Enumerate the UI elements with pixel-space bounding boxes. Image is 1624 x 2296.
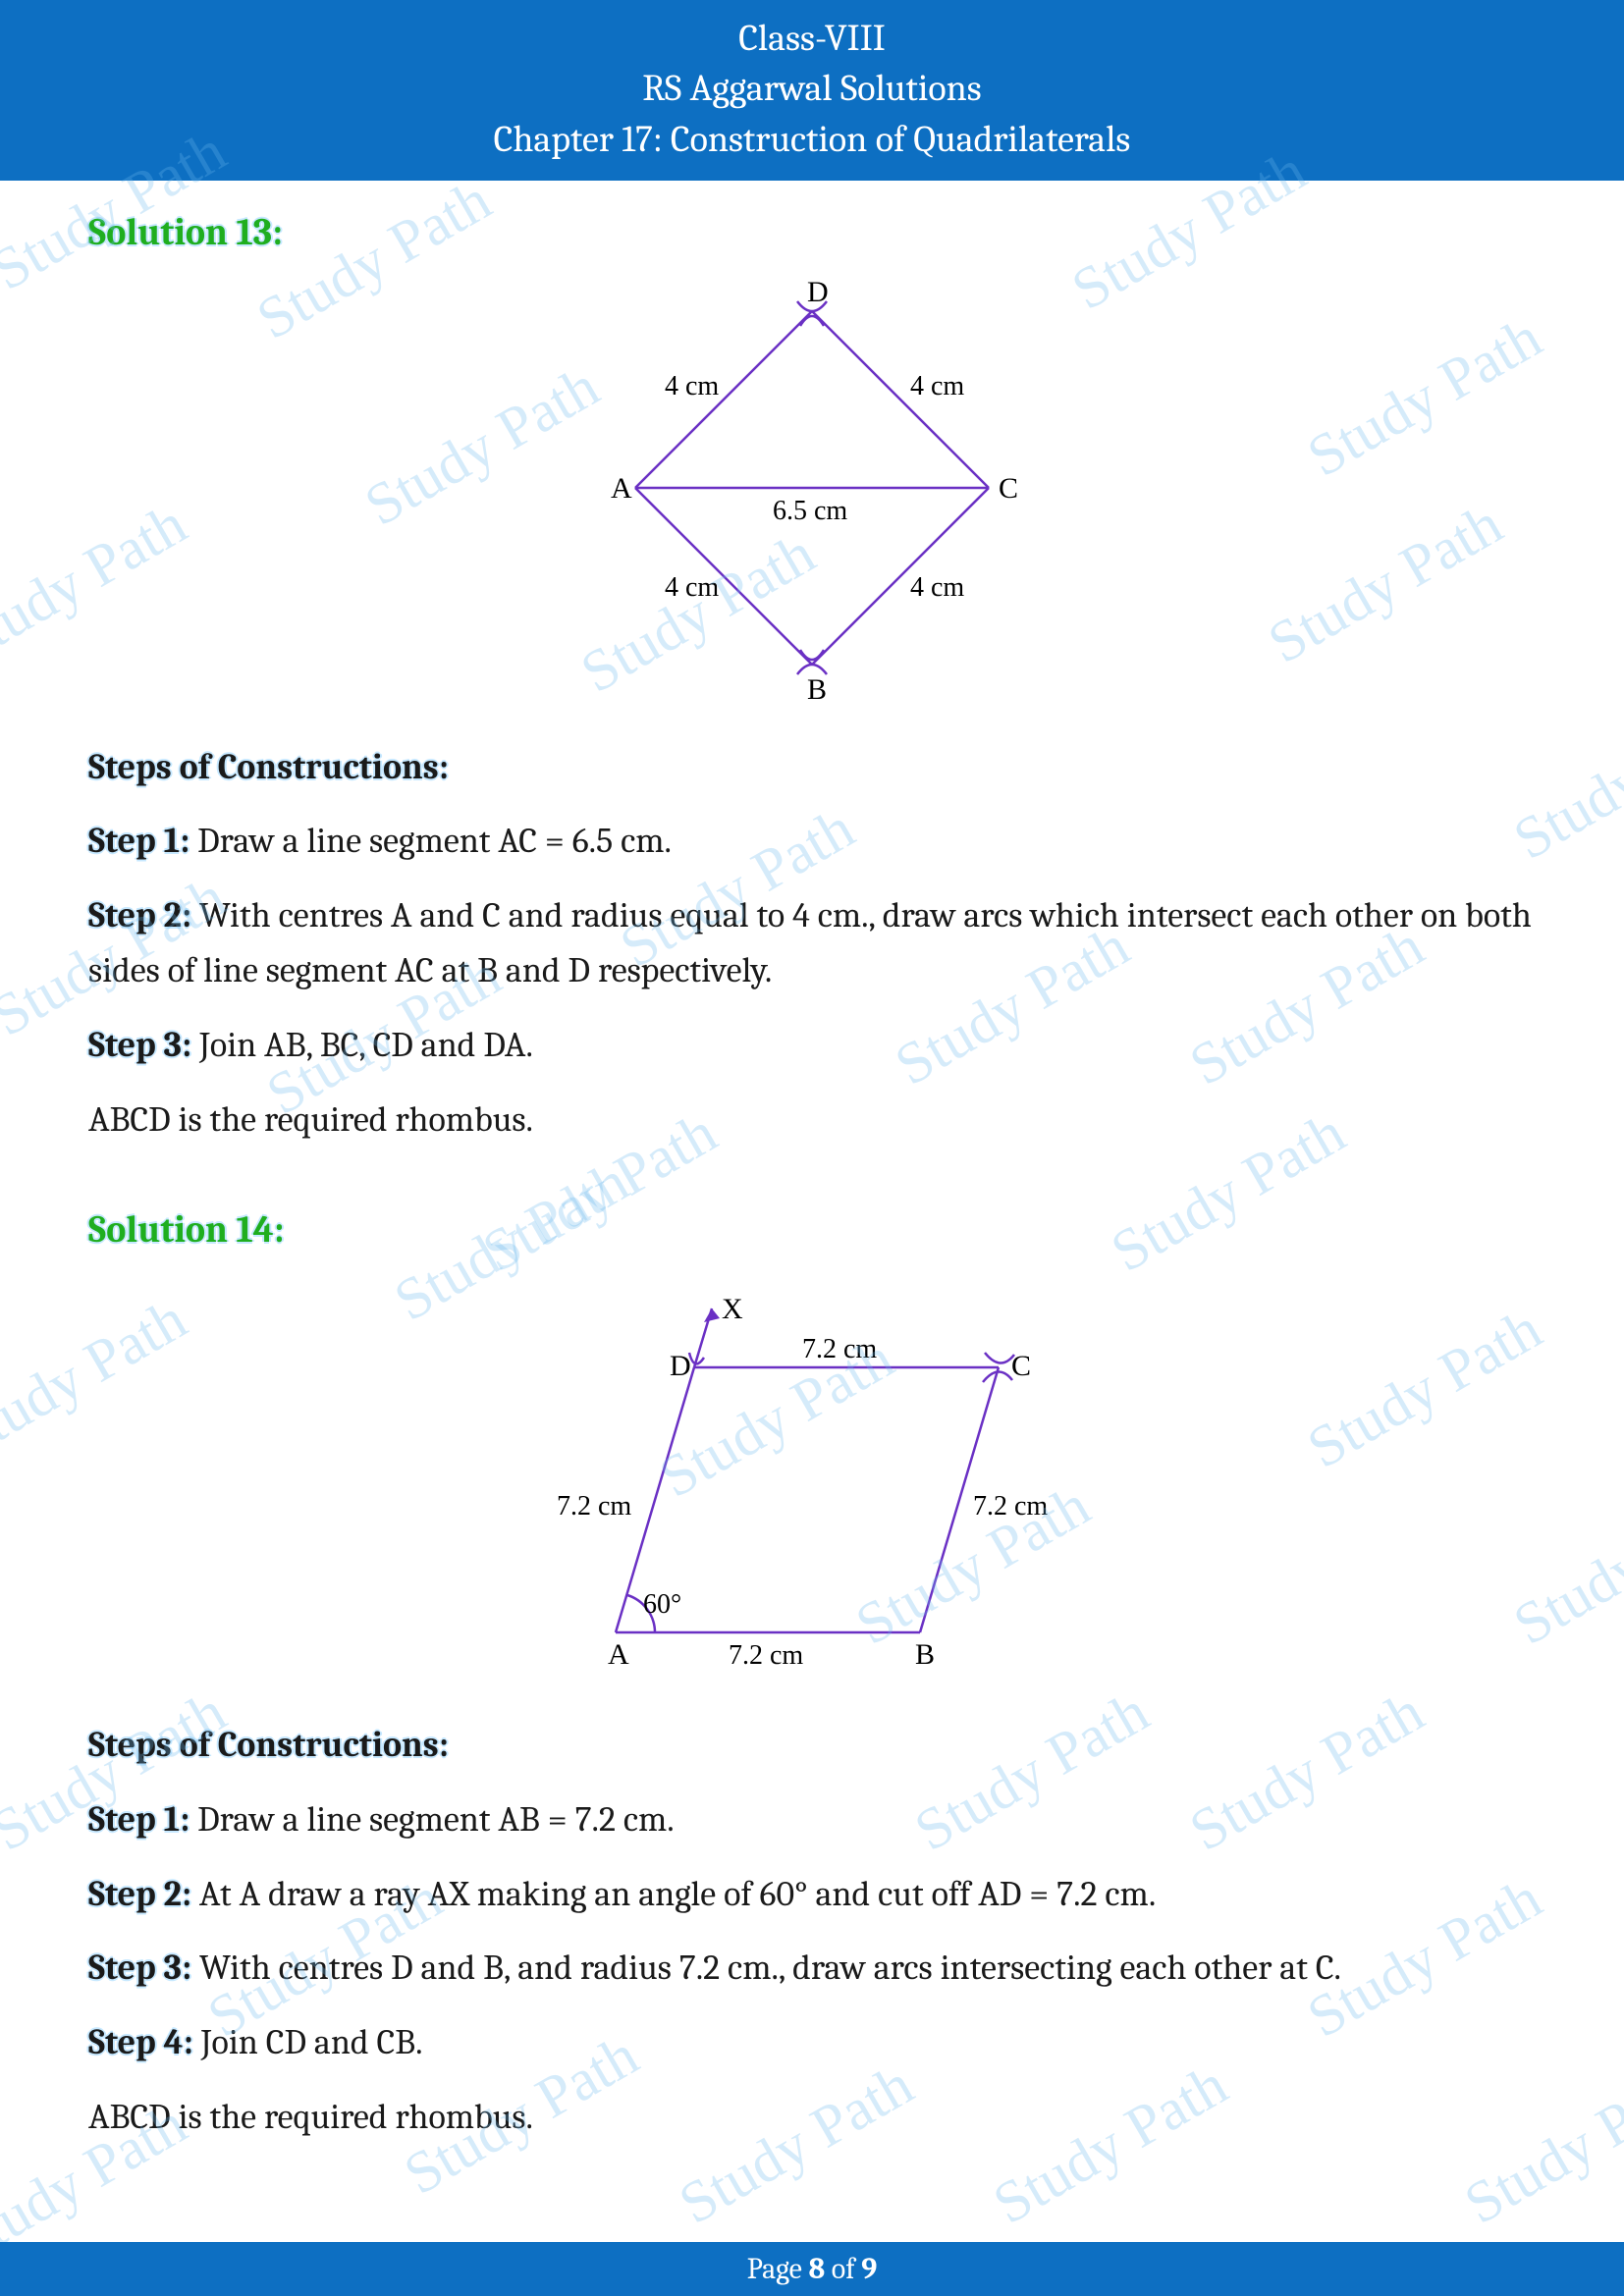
step-text: Join CD and CB. bbox=[193, 2022, 423, 2062]
page-header: Class-VIII RS Aggarwal Solutions Chapter… bbox=[0, 0, 1624, 181]
edge-CB-label: 4 cm bbox=[910, 572, 964, 603]
vertex-B-label: B bbox=[807, 673, 827, 706]
header-class: Class-VIII bbox=[0, 14, 1624, 64]
vertex-A-label: A bbox=[608, 1638, 629, 1671]
vertex-D-label: D bbox=[670, 1350, 691, 1382]
page-content: Solution 13: A B C D 4 cm 4 cm 4 cm 4 cm… bbox=[0, 181, 1624, 2145]
solution-13-steps-heading: Steps of Constructions: bbox=[88, 740, 1536, 795]
step-label: Step 3: bbox=[88, 1025, 191, 1065]
step-label: Step 3: bbox=[88, 1948, 191, 1988]
header-book: RS Aggarwal Solutions bbox=[0, 64, 1624, 114]
solution-14-title: Solution 14: bbox=[88, 1201, 1536, 1259]
step-text: At A draw a ray AX making an angle of 60… bbox=[191, 1874, 1156, 1914]
solution-13-conclusion: ABCD is the required rhombus. bbox=[88, 1093, 1536, 1148]
step-label: Step 4: bbox=[88, 2022, 193, 2062]
page-footer: Page 8 of 9 bbox=[0, 2242, 1624, 2296]
step-text: Join AB, BC, CD and DA. bbox=[191, 1025, 533, 1065]
step-text: Draw a line segment AB = 7.2 cm. bbox=[189, 1799, 674, 1840]
solution-13-step2: Step 2: With centres A and C and radius … bbox=[88, 888, 1536, 998]
solution-13-step3: Step 3: Join AB, BC, CD and DA. bbox=[88, 1018, 1536, 1073]
vertex-A-label: A bbox=[611, 472, 632, 505]
solution-13-step1: Step 1: Draw a line segment AC = 6.5 cm. bbox=[88, 814, 1536, 869]
solution-13-title: Solution 13: bbox=[88, 204, 1536, 262]
solution-14-diagram: A B C D X 7.2 cm 7.2 cm 7.2 cm 7.2 cm 60… bbox=[88, 1259, 1536, 1708]
step-label: Step 1: bbox=[88, 821, 189, 861]
solution-14-step3: Step 3: With centres D and B, and radius… bbox=[88, 1941, 1536, 1996]
step-label: Step 1: bbox=[88, 1799, 189, 1840]
footer-mid: of bbox=[825, 2252, 861, 2286]
edge-BC-label: 7.2 cm bbox=[973, 1491, 1048, 1522]
step-text: With centres A and C and radius equal to… bbox=[88, 895, 1532, 990]
step-label: Step 2: bbox=[88, 1874, 191, 1914]
step-text: With centres D and B, and radius 7.2 cm.… bbox=[191, 1948, 1341, 1988]
solution-14-conclusion: ABCD is the required rhombus. bbox=[88, 2090, 1536, 2145]
solution-14-steps-heading: Steps of Constructions: bbox=[88, 1718, 1536, 1773]
edge-DA-label: 7.2 cm bbox=[557, 1491, 631, 1522]
solution-14-step4: Step 4: Join CD and CB. bbox=[88, 2015, 1536, 2070]
footer-current-page: 8 bbox=[809, 2252, 826, 2286]
header-chapter: Chapter 17: Construction of Quadrilatera… bbox=[0, 115, 1624, 165]
step-label: Step 2: bbox=[88, 895, 191, 935]
edge-AD-label: 4 cm bbox=[665, 371, 719, 401]
solution-14-step2: Step 2: At A draw a ray AX making an ang… bbox=[88, 1867, 1536, 1922]
step-text: Draw a line segment AC = 6.5 cm. bbox=[189, 821, 672, 861]
vertex-C-label: C bbox=[999, 472, 1018, 505]
edge-BA-label: 4 cm bbox=[665, 572, 719, 603]
vertex-D-label: D bbox=[807, 276, 829, 308]
vertex-B-label: B bbox=[915, 1638, 935, 1671]
solution-14-step1: Step 1: Draw a line segment AB = 7.2 cm. bbox=[88, 1792, 1536, 1847]
vertex-C-label: C bbox=[1011, 1350, 1031, 1382]
edge-AB-label: 7.2 cm bbox=[729, 1640, 803, 1671]
solution-13-diagram: A B C D 4 cm 4 cm 4 cm 4 cm 6.5 cm bbox=[88, 262, 1536, 730]
edge-CD-label: 7.2 cm bbox=[802, 1334, 877, 1364]
ray-X-label: X bbox=[722, 1293, 743, 1325]
footer-prefix: Page bbox=[747, 2252, 809, 2286]
edge-DC-label: 4 cm bbox=[910, 371, 964, 401]
footer-total-pages: 9 bbox=[861, 2252, 877, 2286]
edge-AC-label: 6.5 cm bbox=[773, 496, 847, 526]
angle-label: 60° bbox=[643, 1589, 681, 1620]
